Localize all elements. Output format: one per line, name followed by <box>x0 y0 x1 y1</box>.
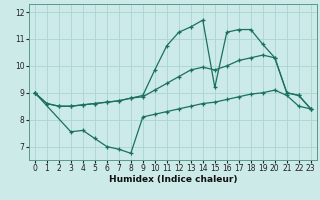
X-axis label: Humidex (Indice chaleur): Humidex (Indice chaleur) <box>108 175 237 184</box>
